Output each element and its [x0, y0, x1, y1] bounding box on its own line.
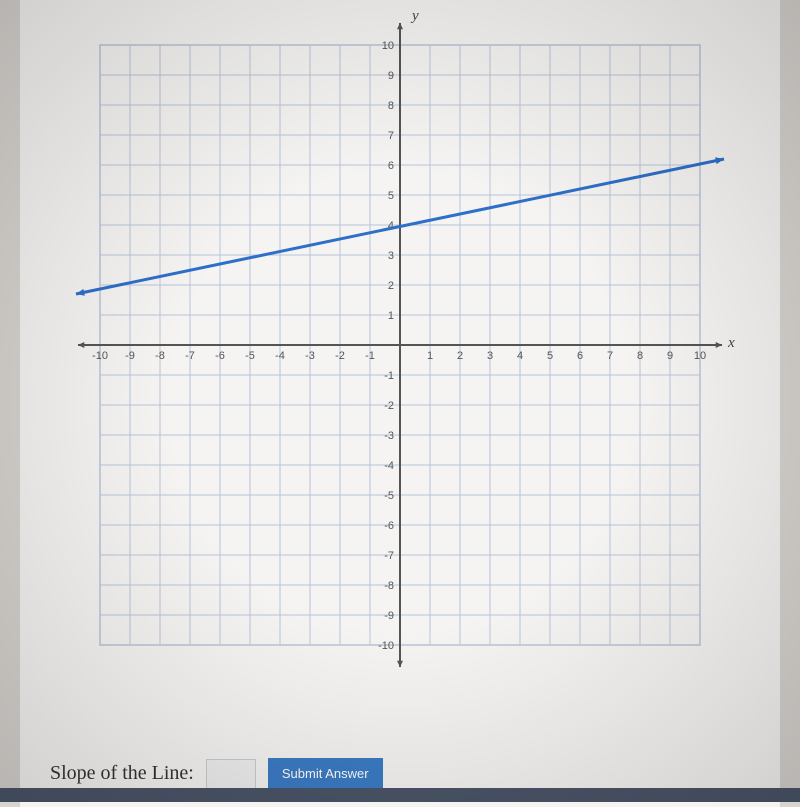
svg-text:-2: -2	[384, 400, 394, 412]
svg-text:-3: -3	[305, 350, 315, 362]
svg-text:1: 1	[388, 310, 394, 322]
svg-text:4: 4	[517, 350, 523, 362]
svg-text:5: 5	[388, 190, 394, 202]
x-axis-label: x	[728, 335, 735, 352]
y-axis-label: y	[412, 8, 419, 25]
svg-text:-7: -7	[185, 350, 195, 362]
svg-text:9: 9	[667, 350, 673, 362]
content-area: y x -10-9-8-7-6-5-4-3-2-112345678910-10-…	[20, 0, 780, 740]
svg-text:3: 3	[487, 350, 493, 362]
svg-text:-6: -6	[384, 520, 394, 532]
svg-text:-3: -3	[384, 430, 394, 442]
svg-text:2: 2	[457, 350, 463, 362]
svg-text:-8: -8	[384, 580, 394, 592]
svg-text:2: 2	[388, 280, 394, 292]
svg-text:-10: -10	[378, 640, 394, 652]
svg-text:-4: -4	[275, 350, 285, 362]
svg-text:-9: -9	[384, 610, 394, 622]
bottom-bar	[0, 788, 800, 802]
svg-text:1: 1	[427, 350, 433, 362]
svg-text:9: 9	[388, 70, 394, 82]
svg-text:10: 10	[694, 350, 706, 362]
svg-text:6: 6	[388, 160, 394, 172]
coordinate-chart: y x -10-9-8-7-6-5-4-3-2-112345678910-10-…	[60, 10, 740, 680]
svg-text:-6: -6	[215, 350, 225, 362]
svg-text:-8: -8	[155, 350, 165, 362]
svg-text:-2: -2	[335, 350, 345, 362]
svg-text:8: 8	[388, 100, 394, 112]
svg-text:-1: -1	[384, 370, 394, 382]
svg-text:8: 8	[637, 350, 643, 362]
submit-button[interactable]: Submit Answer	[268, 758, 383, 789]
slope-input[interactable]	[206, 759, 256, 789]
svg-text:3: 3	[388, 250, 394, 262]
svg-text:-7: -7	[384, 550, 394, 562]
svg-text:-5: -5	[384, 490, 394, 502]
svg-text:-5: -5	[245, 350, 255, 362]
chart-svg: -10 -9 -8 -7 -6 -5 -4 -3 -2 -1 1 2 3 4 5 6 7 8 9 10 -10 -9 -8 -…	[60, 10, 740, 680]
svg-text:-9: -9	[125, 350, 135, 362]
answer-label: Slope of the Line:	[50, 762, 194, 785]
svg-text:7: 7	[607, 350, 613, 362]
svg-text:-10: -10	[92, 350, 108, 362]
svg-text:-4: -4	[384, 460, 394, 472]
svg-text:5: 5	[547, 350, 553, 362]
svg-text:7: 7	[388, 130, 394, 142]
svg-text:-1: -1	[365, 350, 375, 362]
svg-text:6: 6	[577, 350, 583, 362]
svg-text:10: 10	[382, 40, 394, 52]
